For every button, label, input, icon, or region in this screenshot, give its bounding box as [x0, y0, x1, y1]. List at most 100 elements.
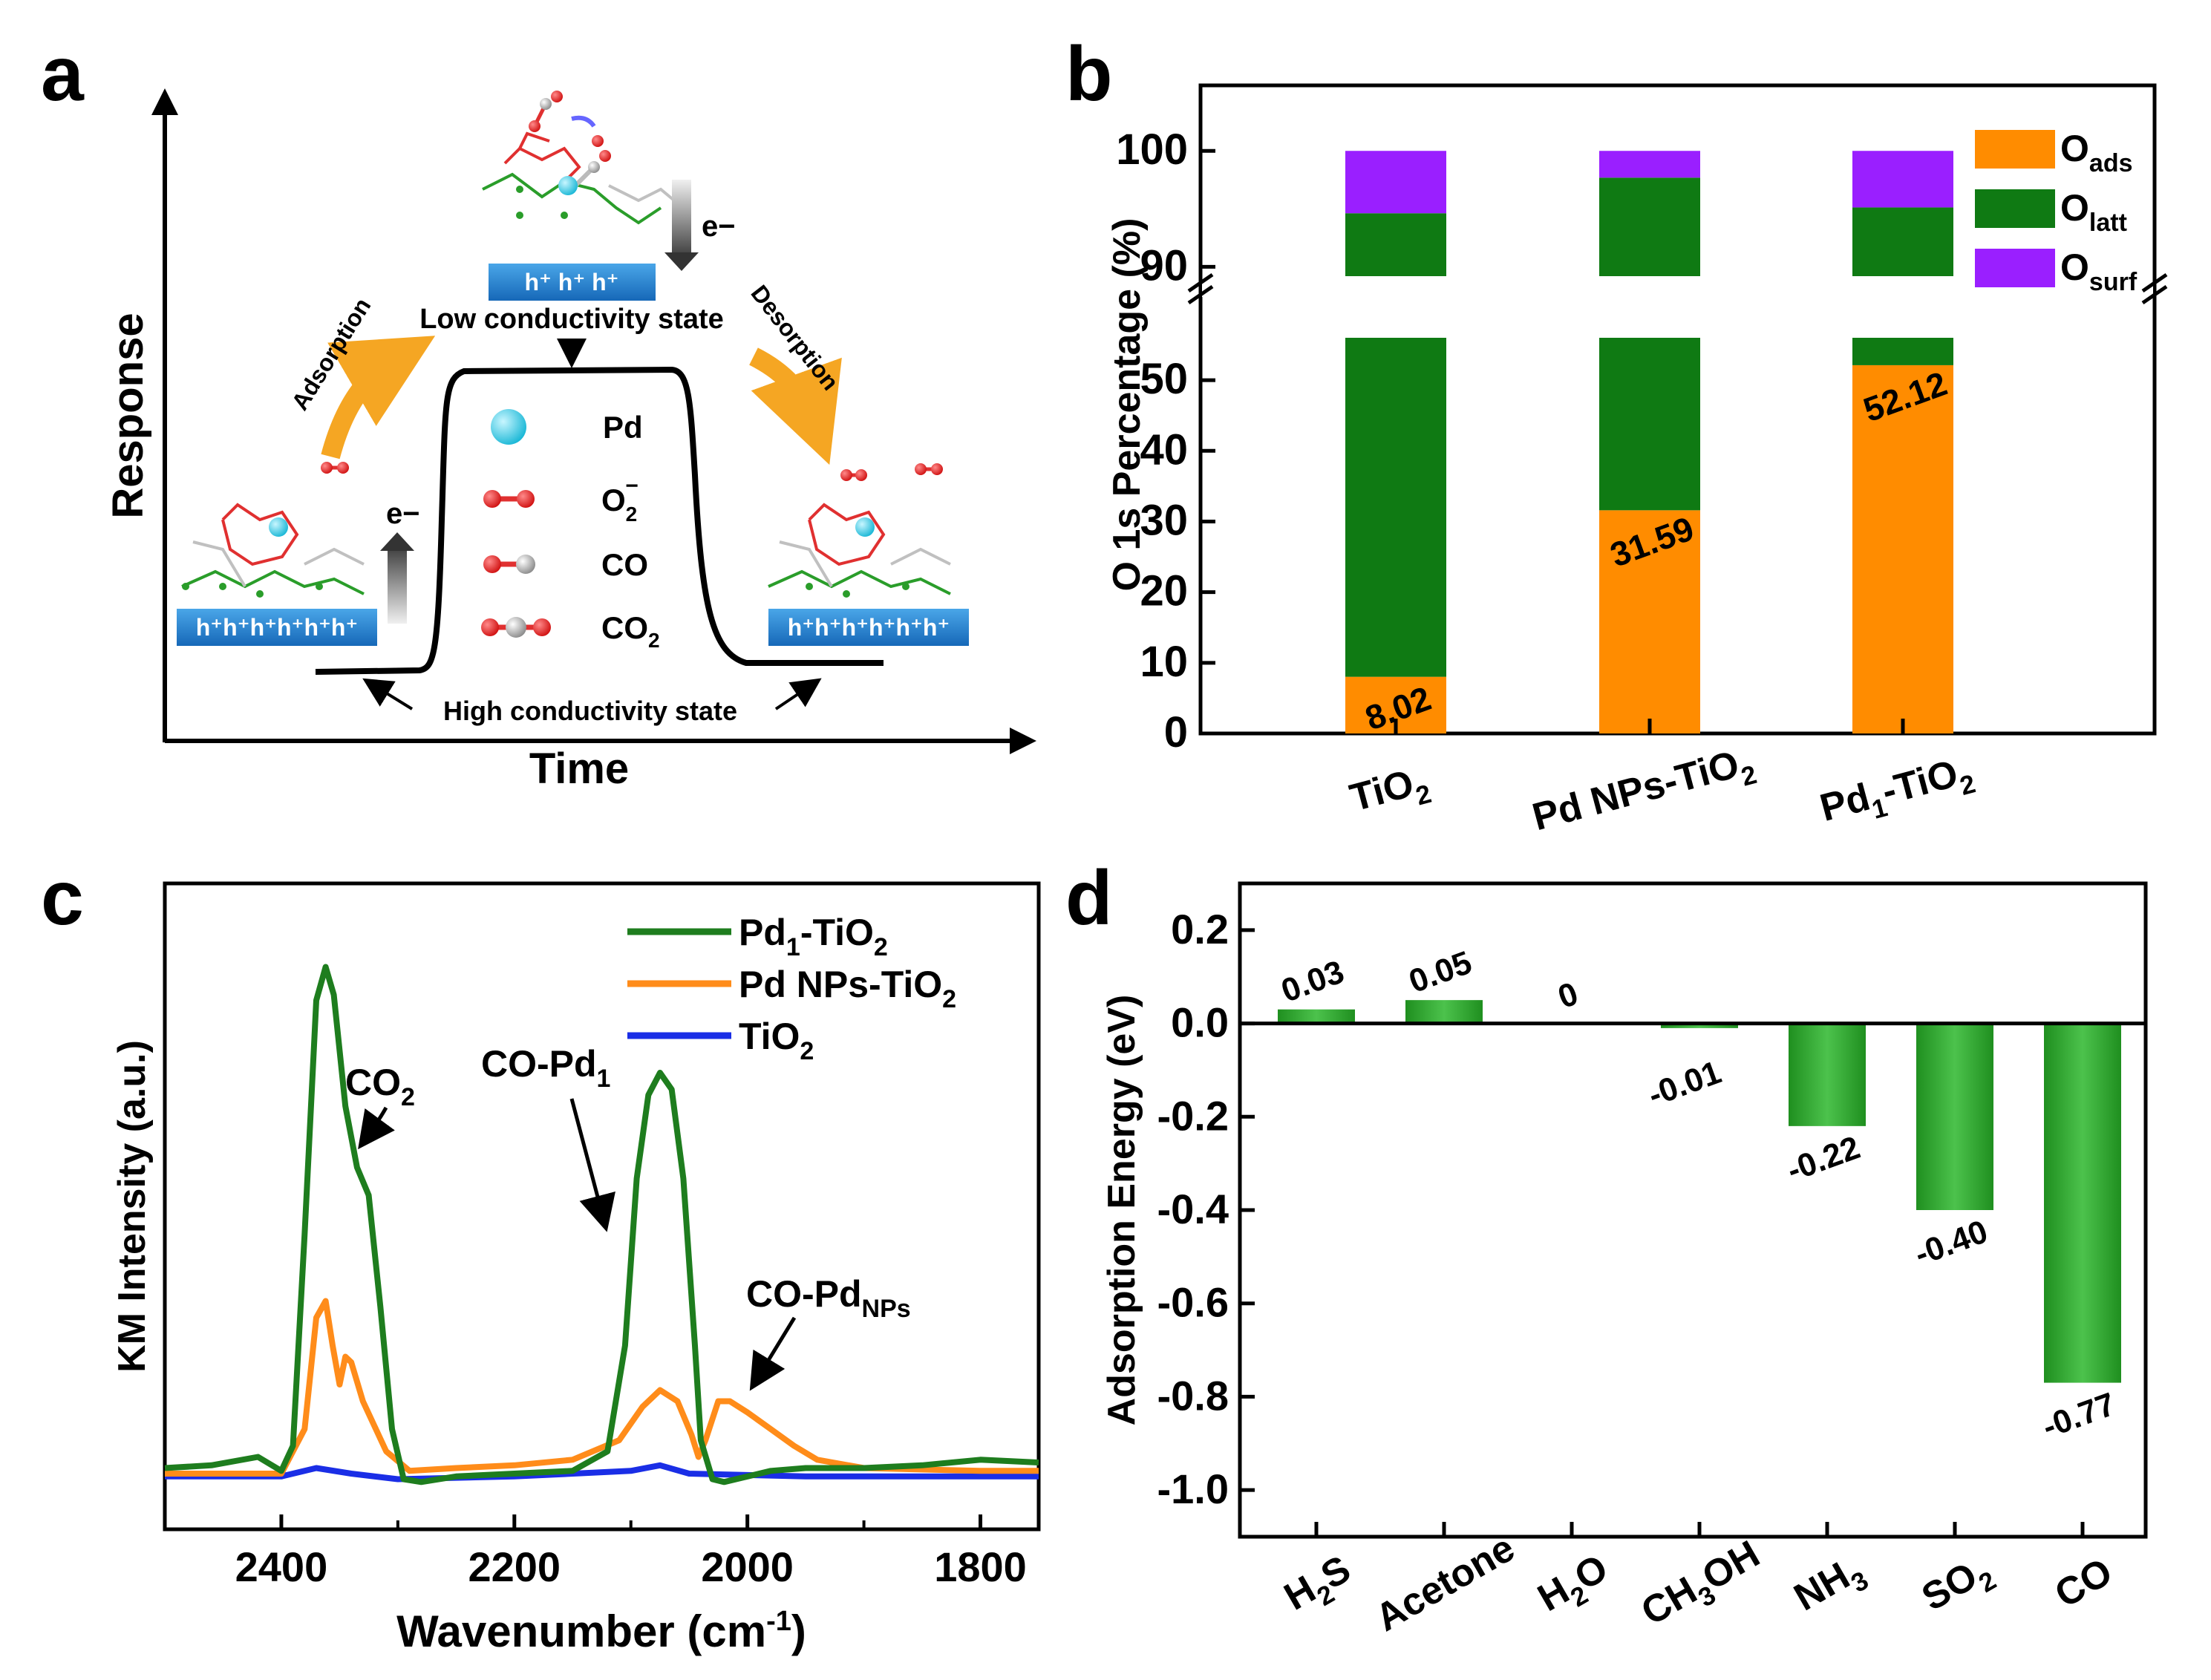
bar-value-label: 0.03: [1276, 953, 1348, 1009]
axis-break-mark: [2141, 272, 2168, 293]
category-label: Pd NPs-TiO2: [1528, 739, 1760, 846]
y-tick-label: 0: [1164, 708, 1188, 756]
bar-O_surf-1-upper: [1599, 151, 1700, 178]
category-label: H2O: [1531, 1546, 1619, 1627]
y-tick-label: -0.4: [1157, 1186, 1229, 1232]
category-label: TiO2: [1345, 758, 1434, 828]
bar-O_latt-1-lower: [1599, 338, 1700, 511]
panel-c-label: c: [41, 855, 84, 941]
y-tick-label: 0.0: [1171, 999, 1229, 1046]
panel-d-label: d: [1065, 855, 1113, 941]
panel-c-axis: 2400 2200 2000 1800 Wavenumber (cm-1): [163, 1514, 1027, 1656]
bar-value-label: -0.01: [1644, 1054, 1726, 1114]
top-holes-label: h⁺ h⁺ h⁺: [524, 269, 618, 295]
legend-o2-label: O2−: [601, 474, 639, 526]
legend-co-label: CO: [601, 547, 648, 582]
bar-O_latt-2-upper: [1852, 207, 1953, 278]
electron-down-label: e−: [702, 210, 736, 243]
bar-value-label: -0.22: [1783, 1129, 1865, 1189]
category-label: Acetone: [1368, 1526, 1522, 1640]
panel-c-ylabel: KM Intensity (a.u.): [111, 1040, 154, 1373]
y-tick-label: 20: [1140, 567, 1188, 615]
panel-d-frame: [1238, 881, 2148, 1539]
bar-O_latt-2-lower: [1852, 338, 1953, 365]
category-label: SO2: [1915, 1547, 2001, 1627]
top-holes-box: [489, 264, 656, 301]
bar-value-label: 0.05: [1404, 944, 1476, 1000]
panel-c: c KM Intensity (a.u.) 2400 2200 2000 1800 Wa…: [41, 855, 1041, 1656]
category-label: Pd1-TiO2: [1815, 748, 1978, 837]
bar-5: [1916, 1023, 1993, 1210]
right-holes-box: [768, 609, 969, 646]
category-label: CO: [2048, 1550, 2120, 1616]
series-line-Pd1-TiO2: [164, 964, 1039, 1485]
y-tick-label: 90: [1140, 241, 1188, 290]
bar-value-label: 0: [1553, 975, 1583, 1016]
legend-co2-label: CO2: [601, 610, 660, 652]
bar-O_ads-1-lower: [1599, 510, 1700, 733]
high-state-arrow-left: [362, 678, 414, 710]
high-state-label: High conductivity state: [443, 696, 737, 726]
y-tick-label: 0.2: [1171, 906, 1229, 952]
annotation-co-pdnps: CO-PdNPs: [746, 1273, 911, 1323]
bar-value-label: -0.77: [2038, 1386, 2120, 1445]
annotation-co-pdnps-arrow: [749, 1316, 797, 1391]
annotation-co2-arrow: [358, 1106, 395, 1150]
bar-O_latt-1-upper: [1599, 177, 1700, 278]
bar-O_latt-0-upper: [1345, 213, 1446, 278]
y-tick-label: -0.8: [1157, 1372, 1229, 1419]
co2-molecule-icon: [481, 617, 551, 638]
x-tick-label: 2200: [468, 1543, 561, 1590]
category-label: NH3: [1787, 1547, 1873, 1627]
high-state-arrow-right: [774, 678, 822, 710]
panel-a-xlabel: Time: [529, 745, 629, 793]
panel-b-ylabel: O 1s Percentage (%): [1106, 218, 1149, 592]
y-tick-label: -0.6: [1157, 1279, 1229, 1326]
legend-label-Pd NPs-TiO2: Pd NPs-TiO2: [739, 964, 956, 1013]
top-molecule-structure-icon: [482, 91, 685, 225]
panel-b-label: b: [1065, 31, 1113, 117]
right-holes-label: h⁺h⁺h⁺h⁺h⁺h⁺: [788, 614, 950, 641]
response-curve: [315, 366, 884, 675]
panel-c-lines: [164, 964, 1039, 1485]
panel-a-label: a: [41, 31, 85, 117]
series-line-Pd NPs-TiO2: [165, 1298, 1039, 1477]
axis-break-mark: [2141, 284, 2168, 305]
left-holes-box: [177, 609, 377, 646]
annotation-co-pd1-arrow: [569, 1098, 615, 1232]
desorption-arrow-icon: [749, 347, 842, 465]
pd-atom-icon: [491, 409, 526, 445]
axis-break-mark: [1187, 272, 1214, 293]
bar-value-label: -0.40: [1910, 1213, 1993, 1272]
bar-O_ads-2-lower: [1852, 365, 1953, 733]
x-tick-label: 2400: [235, 1543, 328, 1590]
legend-label-O_ads: Oads: [2060, 128, 2133, 177]
axis-break-band: [1202, 281, 2153, 336]
bar-O_latt-0-lower: [1345, 338, 1446, 677]
panel-a: a Time Response Low conductivity state H…: [41, 31, 1036, 793]
legend-swatch-O_surf: [1975, 249, 2055, 287]
bar-O_surf-0-upper: [1345, 151, 1446, 214]
legend-swatch-O_latt: [1975, 189, 2055, 228]
y-tick-label: 100: [1116, 125, 1188, 174]
category-label: CH3OH: [1634, 1532, 1771, 1641]
legend-label-O_surf: Osurf: [2060, 246, 2137, 296]
annotation-co2: CO2: [345, 1062, 415, 1111]
panel-c-xlabel: Wavenumber (cm-1): [396, 1606, 806, 1656]
panel-d-ylabel: Adsorption Energy (eV): [1100, 995, 1143, 1426]
y-tick-label: 40: [1140, 425, 1188, 474]
y-tick-label: -0.2: [1157, 1092, 1229, 1139]
bar-3: [1661, 1023, 1738, 1028]
category-label: H2S: [1277, 1548, 1362, 1626]
panel-a-legend: Pd O2− CO CO2: [481, 409, 660, 652]
y-tick-label: 50: [1140, 355, 1188, 403]
bar-O_surf-2-upper: [1852, 151, 1953, 208]
left-molecule-structure-icon: [181, 462, 365, 598]
bar-6: [2044, 1023, 2121, 1383]
panel-b-legend: Oads Olatt Osurf: [1975, 128, 2137, 296]
electron-up-arrow-icon: [388, 549, 407, 624]
y-tick-label: 30: [1140, 496, 1188, 544]
